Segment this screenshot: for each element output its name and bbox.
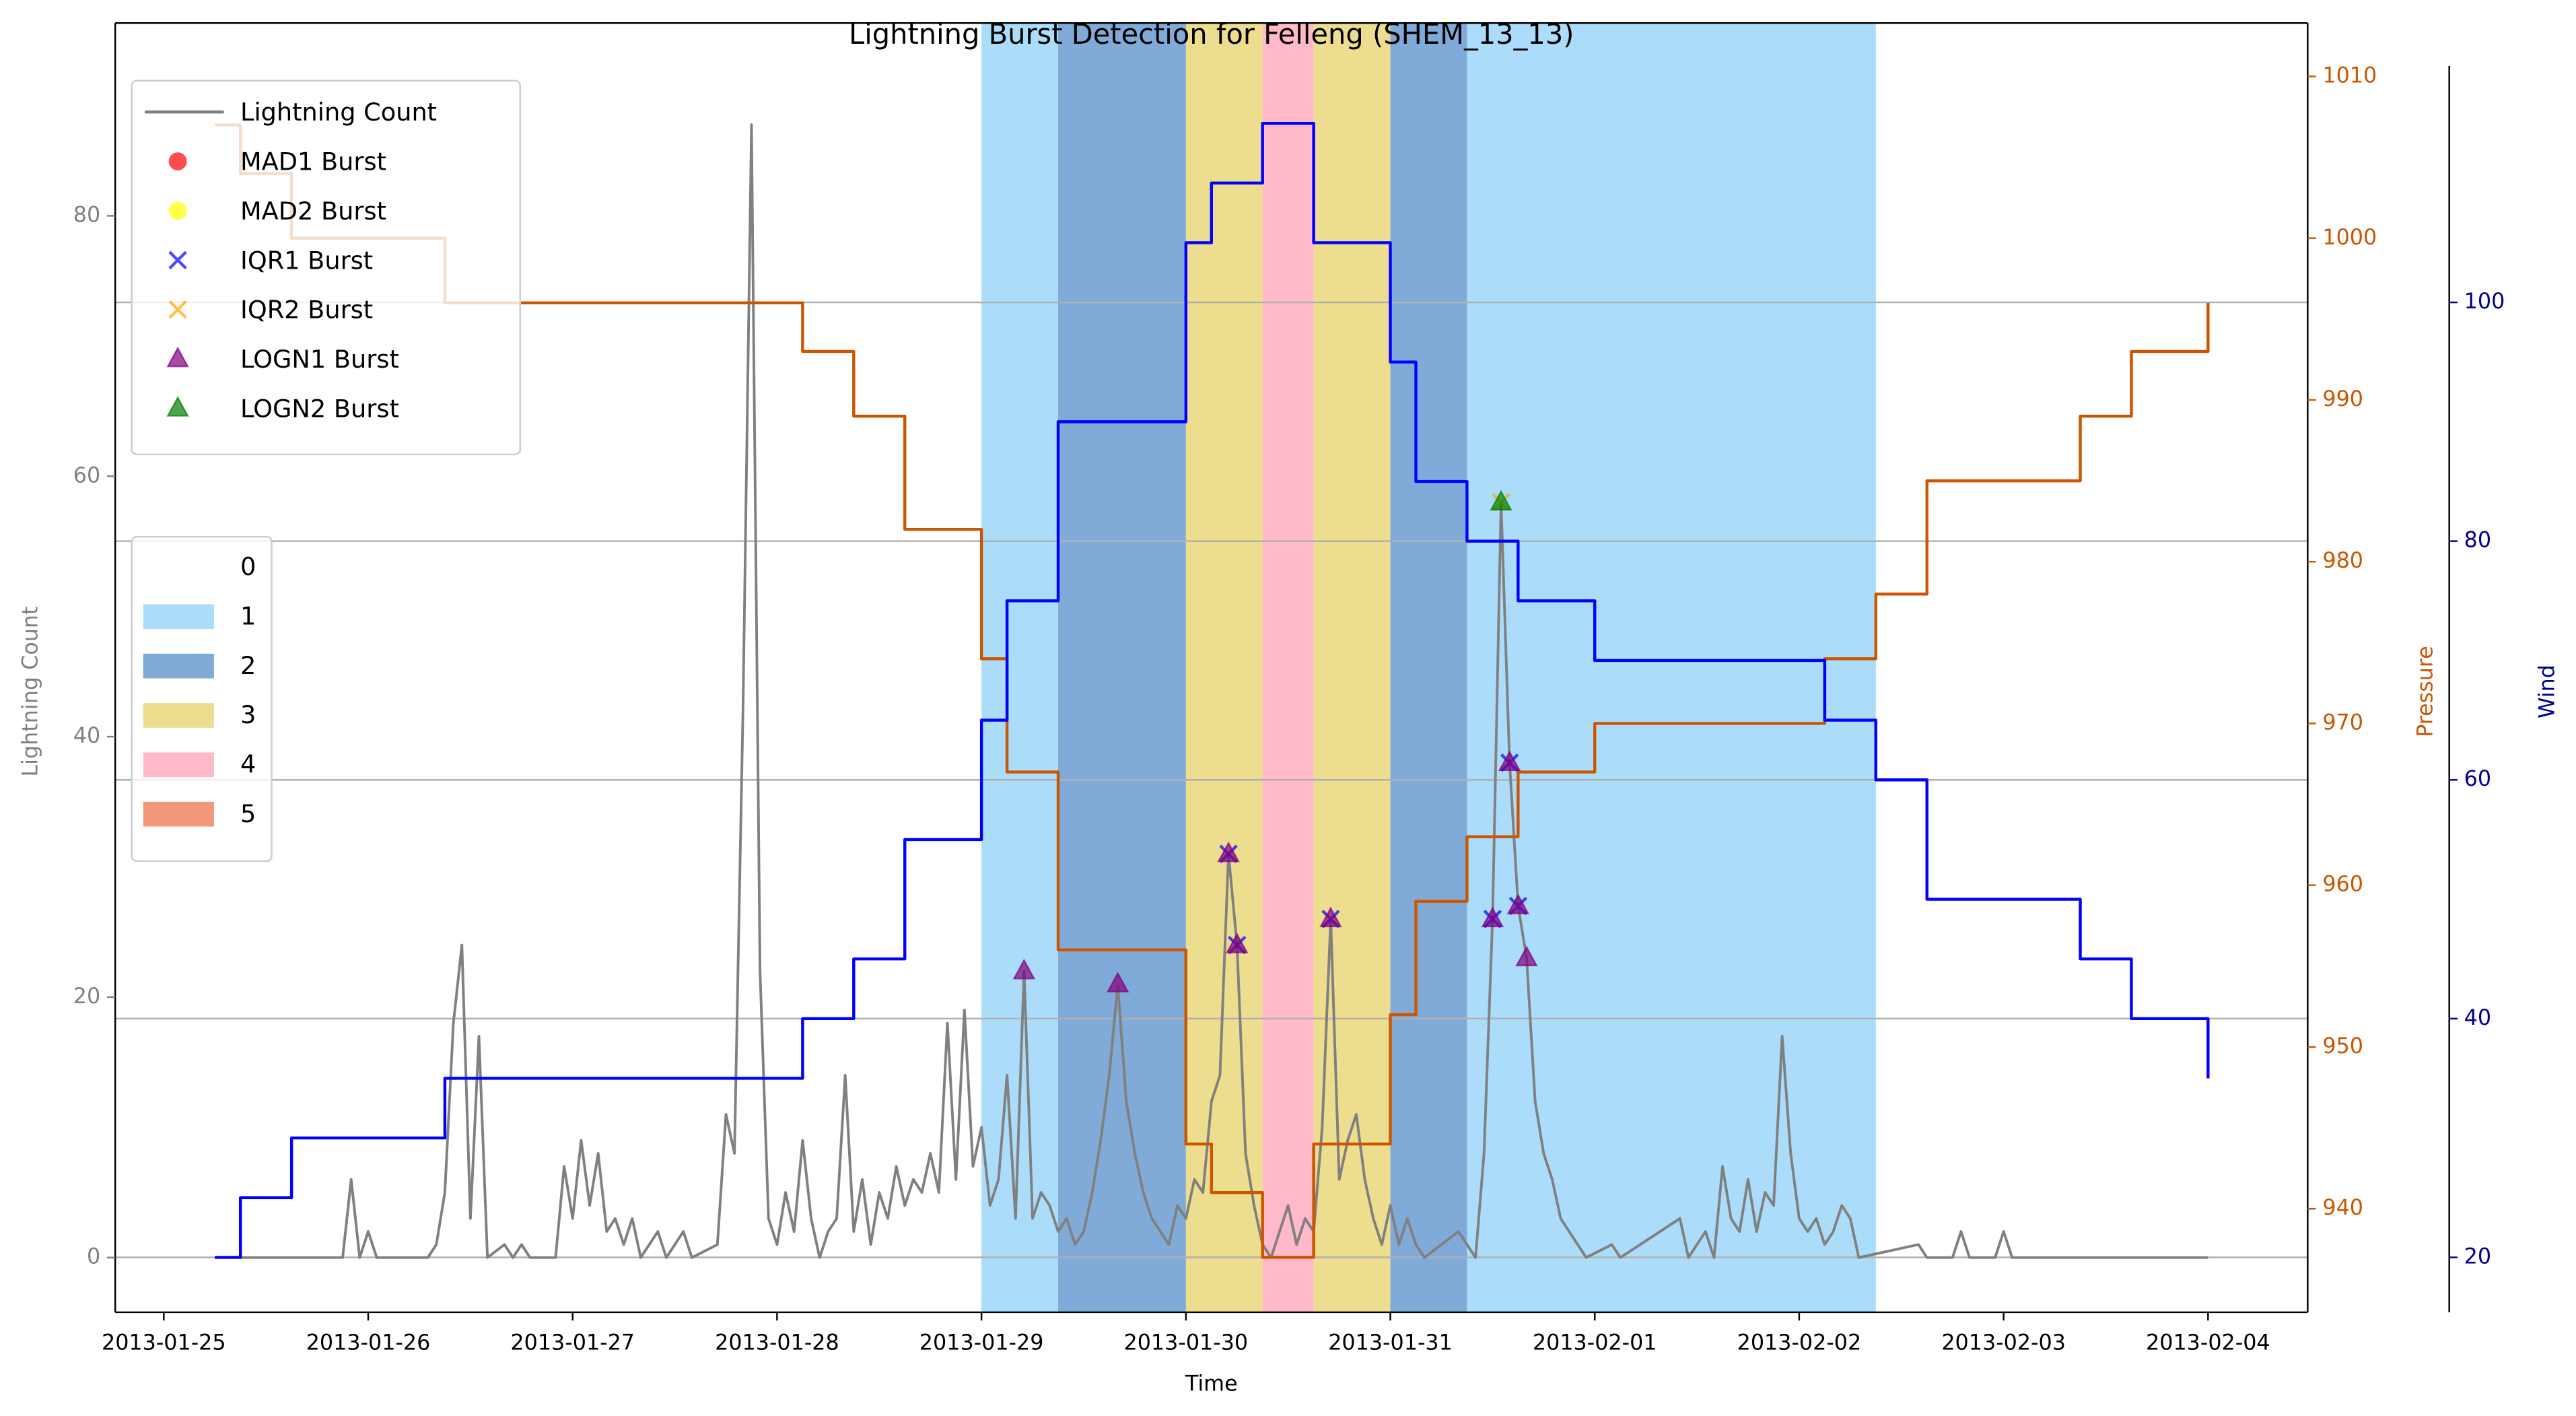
legend-label: 2 xyxy=(240,651,256,680)
y2-tick-label: 980 xyxy=(2322,549,2363,573)
intensity-band xyxy=(1262,23,1314,1312)
burst-marker xyxy=(1106,972,1129,992)
plot xyxy=(215,121,2210,1259)
series-line xyxy=(215,123,2208,1259)
y2-tick-label: 970 xyxy=(2322,710,2363,735)
y-tick-label: 0 xyxy=(87,1245,100,1269)
intensity-band xyxy=(1313,23,1391,1312)
legend-label: LOGN2 Burst xyxy=(240,394,399,423)
series-line xyxy=(215,123,2210,1259)
y2-axis-label: Pressure xyxy=(2413,646,2437,737)
legend-label: IQR1 Burst xyxy=(240,246,373,275)
y2-tick-label: 940 xyxy=(2322,1196,2363,1220)
legend-swatch xyxy=(143,604,214,630)
legend-swatch xyxy=(168,300,187,319)
y3-tick-label: 40 xyxy=(2464,1006,2491,1030)
y2-tick-label: 990 xyxy=(2322,387,2363,411)
legend-swatch xyxy=(168,152,187,171)
y2-tick-label: 1010 xyxy=(2322,64,2377,88)
intensity-band xyxy=(1058,23,1186,1312)
y3-tick-label: 80 xyxy=(2464,529,2491,553)
legend-swatch xyxy=(143,703,214,728)
burst-marker xyxy=(1506,894,1530,914)
x-tick-label: 2013-01-26 xyxy=(306,1330,431,1355)
legend-label: 0 xyxy=(240,552,256,581)
legend-label: 1 xyxy=(240,602,256,631)
burst-marker xyxy=(1319,906,1342,928)
x-tick-label: 2013-01-27 xyxy=(510,1330,635,1355)
legend-swatch xyxy=(168,201,187,220)
y3-tick-label: 60 xyxy=(2464,767,2491,791)
x-tick-label: 2013-02-04 xyxy=(2146,1330,2270,1355)
intensity-band xyxy=(1467,23,1876,1312)
legend-label: MAD2 Burst xyxy=(240,197,386,226)
axes: 2013-01-25 2013-01-26 2013-01-27 2013-01-28… xyxy=(73,22,2505,1355)
intensity-band xyxy=(1185,23,1263,1312)
burst-marker xyxy=(1481,906,1504,928)
legend-label: LOGN1 Burst xyxy=(240,345,399,374)
burst-marker xyxy=(1490,490,1512,511)
legend-box xyxy=(131,79,521,456)
y-tick-label: 40 xyxy=(73,724,100,748)
y-tick-label: 20 xyxy=(73,984,100,1009)
bands xyxy=(981,23,1876,1312)
legend-label: Lightning Count xyxy=(240,98,437,127)
burst-marker xyxy=(1515,945,1538,967)
y3-tick-label: 100 xyxy=(2464,290,2505,314)
legend-label: 3 xyxy=(240,700,256,729)
legend-label: 5 xyxy=(240,799,256,828)
legend-swatch xyxy=(143,555,214,580)
legend-swatch xyxy=(166,395,189,417)
x-tick-label: 2013-01-31 xyxy=(1328,1330,1453,1355)
burst-marker xyxy=(1012,958,1036,980)
legend-label: 4 xyxy=(240,750,256,779)
x-tick-label: 2013-02-03 xyxy=(1941,1330,2066,1355)
x-tick-label: 2013-02-01 xyxy=(1533,1330,1657,1355)
y-axis-label: Lightning Count xyxy=(18,607,42,777)
legend-swatch xyxy=(143,653,214,679)
x-tick-label: 2013-01-30 xyxy=(1124,1330,1249,1355)
burst-marker xyxy=(1498,750,1521,772)
legend-swatch xyxy=(143,801,214,827)
burst-marker xyxy=(1226,933,1249,953)
x-axis-label: Time xyxy=(1185,1372,1238,1396)
legend: Lightning Count MAD1 Burst MAD2 Burst IQR1 … xyxy=(131,79,521,863)
y3-tick-label: 20 xyxy=(2464,1244,2491,1269)
y-tick-label: 80 xyxy=(73,203,100,227)
y2-tick-label: 1000 xyxy=(2322,226,2377,250)
legend-swatch xyxy=(143,752,214,778)
y2-tick-label: 950 xyxy=(2322,1034,2363,1058)
series-line xyxy=(215,121,2210,1259)
y3-axis-label: Wind xyxy=(2535,665,2559,718)
chart-title: Lightning Burst Detection for Felleng (S… xyxy=(849,18,1574,50)
x-tick-label: 2013-01-25 xyxy=(102,1330,226,1355)
y2-tick-label: 960 xyxy=(2322,873,2363,897)
legend-label: MAD1 Burst xyxy=(240,147,386,176)
intensity-band xyxy=(1390,23,1467,1312)
x-tick-label: 2013-01-29 xyxy=(919,1330,1044,1355)
legend-label: IQR2 Burst xyxy=(240,296,373,325)
x-tick-label: 2013-01-28 xyxy=(715,1330,839,1355)
y-tick-label: 60 xyxy=(73,463,100,487)
legend-swatch xyxy=(166,346,189,368)
x-tick-label: 2013-02-02 xyxy=(1737,1330,1862,1355)
burst-marker xyxy=(1217,841,1240,863)
legend-swatch xyxy=(168,250,187,270)
